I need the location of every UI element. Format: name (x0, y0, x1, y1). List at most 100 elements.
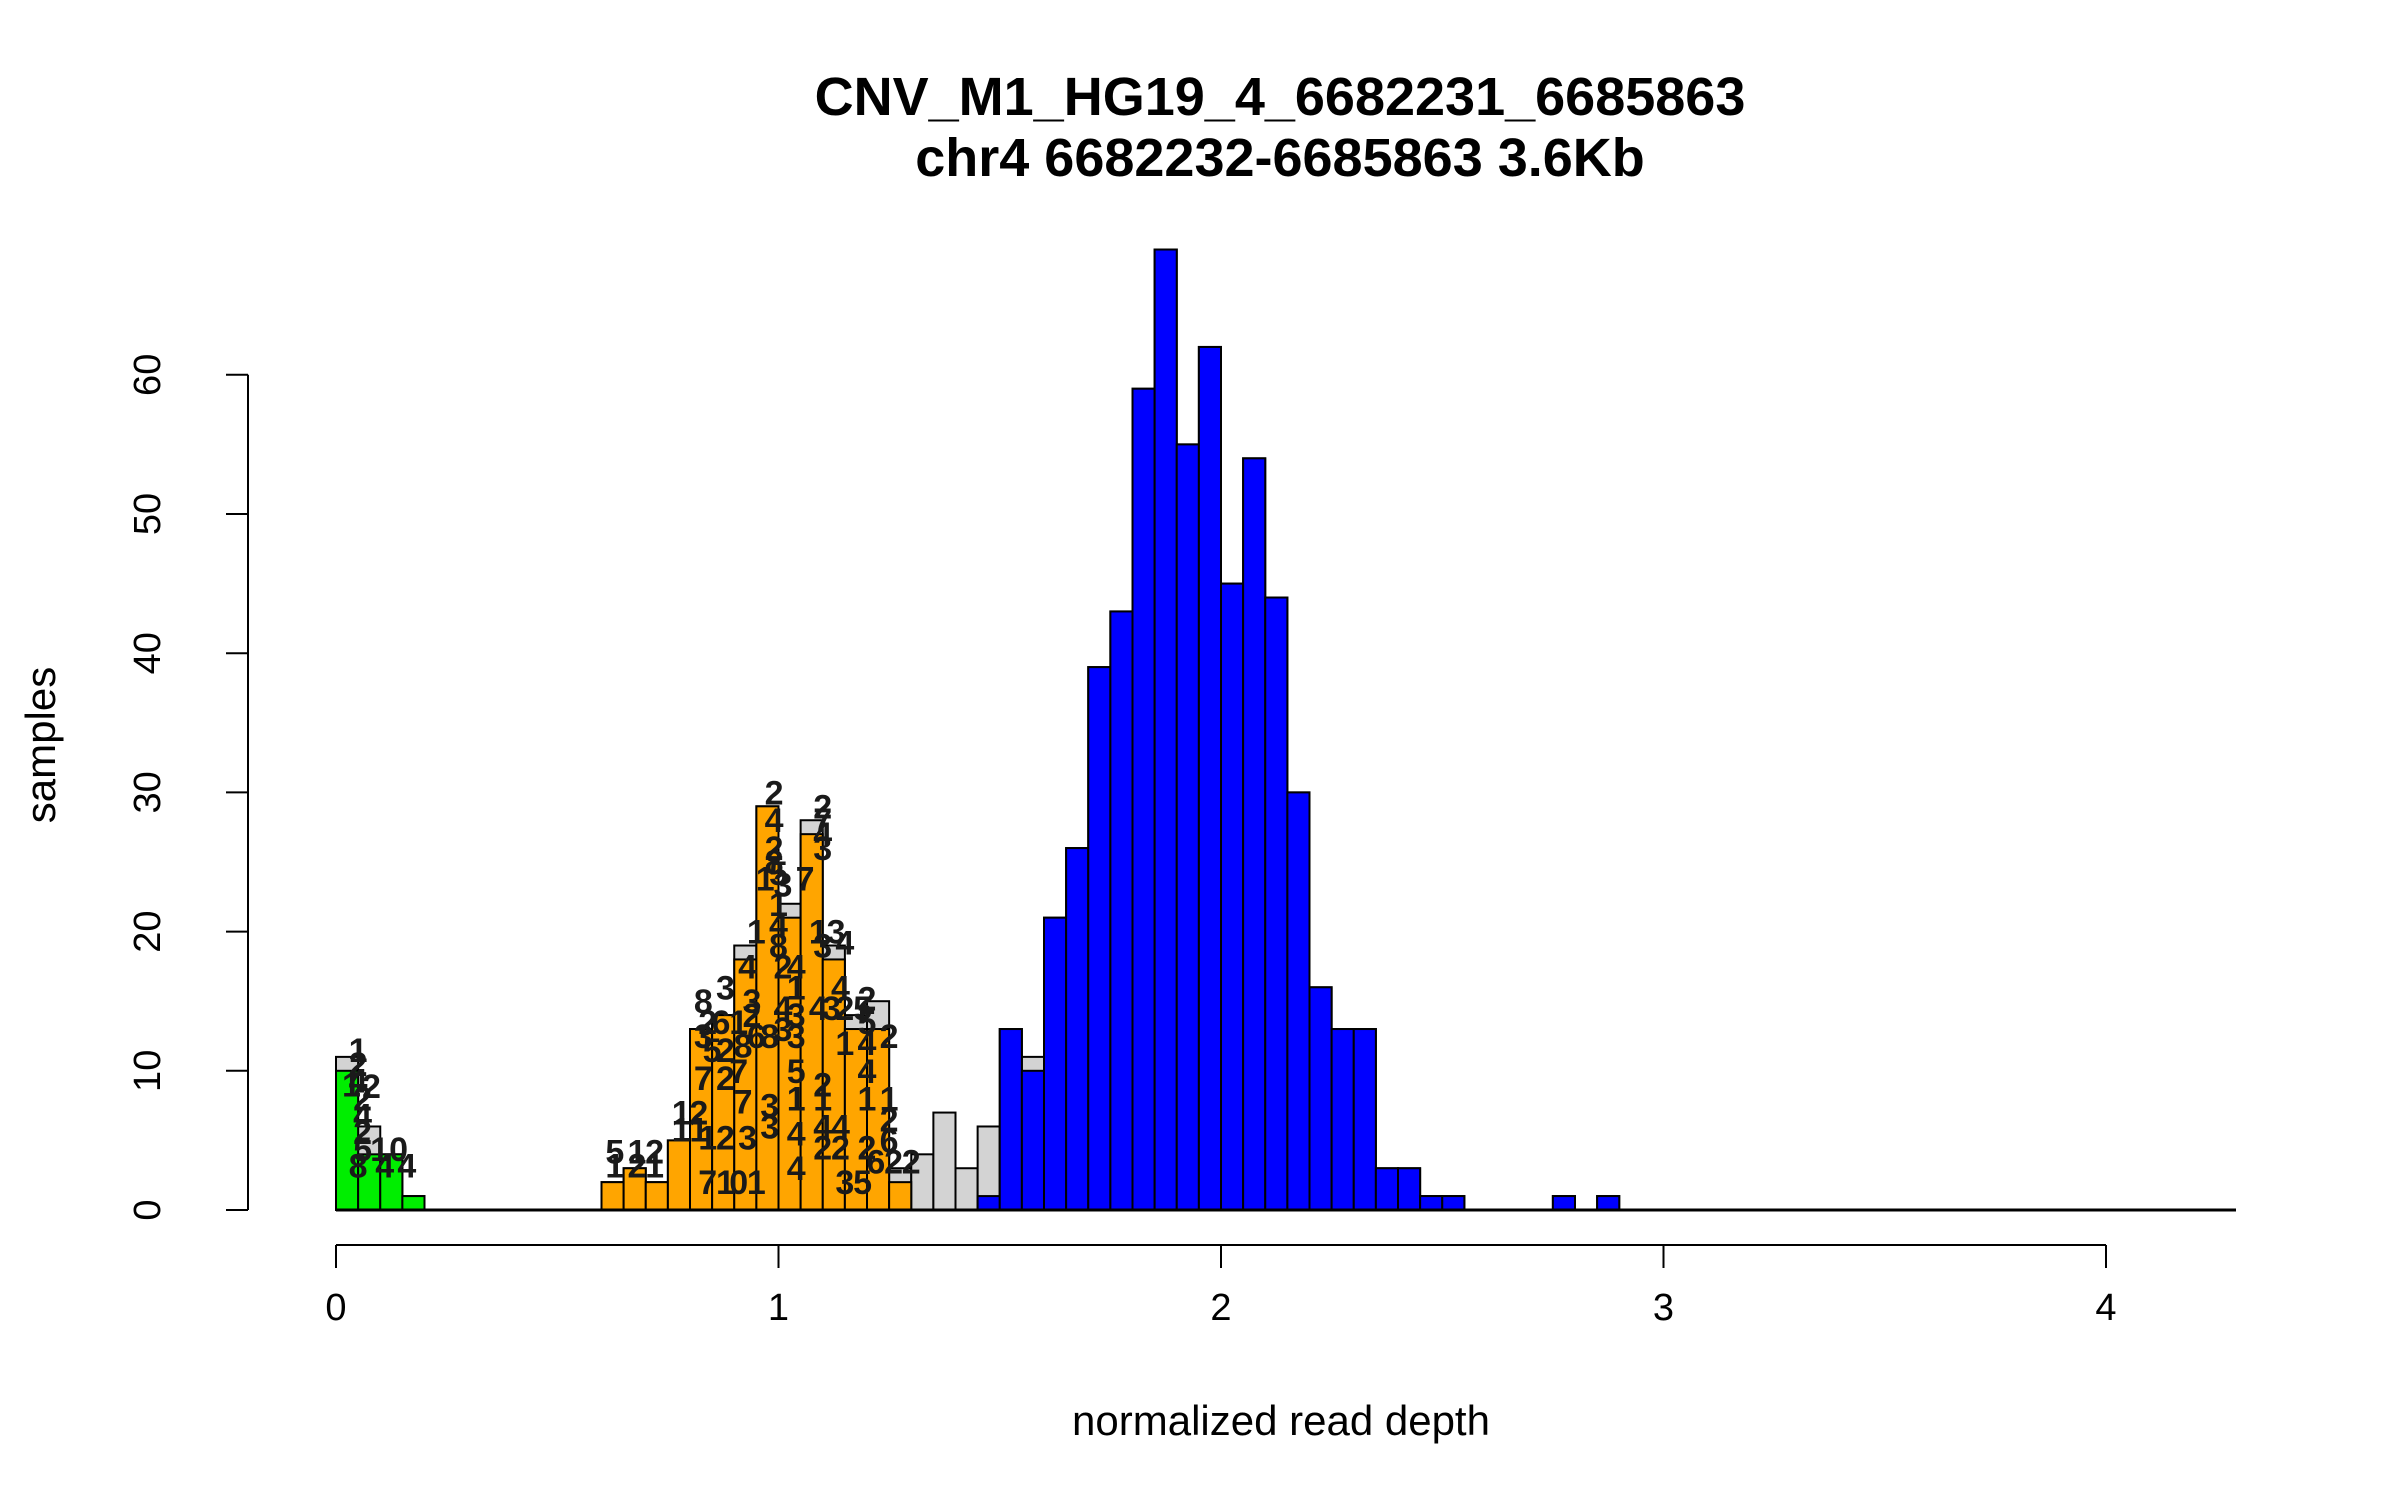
bar-count-label: 1 (813, 1081, 832, 1119)
bar-count-label: 1 (672, 1111, 691, 1149)
bar-count-label: 2 (716, 1120, 735, 1158)
x-tick-label: 4 (2095, 1287, 2116, 1329)
x-tick-label: 2 (1210, 1287, 1231, 1329)
histogram-bar-cn2 (998, 1028, 1023, 1212)
histogram-bar-cn2 (1419, 1195, 1444, 1211)
bar-count-label: 4 (773, 990, 792, 1028)
bar-count-label: 4 (831, 969, 850, 1007)
bar-count-label: 1 (747, 1164, 766, 1202)
bar-count-label: 2 (831, 1129, 850, 1167)
bar-count-label: 2 (858, 980, 877, 1018)
histogram-bar-cn2 (1352, 1028, 1377, 1212)
bar-count-label: 2 (353, 1081, 372, 1119)
histogram-bar-cn2 (1286, 791, 1311, 1212)
bar-count-label: 5 (605, 1134, 624, 1172)
bar-count-label: 7 (698, 1164, 717, 1202)
x-axis: 0 1 2 3 4 (325, 1208, 2236, 1329)
y-tick-label: 60 (127, 354, 169, 396)
bar-count-label: 4 (787, 948, 806, 986)
bar-count-label: 8 (769, 928, 788, 966)
y-tick-label: 20 (127, 910, 169, 952)
bar-count-label: 3 (716, 969, 735, 1007)
bar-count-label: 7 (734, 1083, 753, 1121)
bar-count-label: 3 (787, 997, 806, 1035)
histogram-bar-cn2 (1043, 916, 1068, 1211)
bar-count-label: 1 (787, 969, 806, 1007)
bar-count-label: 3 (813, 830, 832, 868)
bar-count-label: 1 (787, 1081, 806, 1119)
bar-count-label: 1 (645, 1147, 664, 1185)
bar-count-label: 4 (813, 816, 832, 854)
bar-count-label: 4 (397, 1147, 416, 1185)
y-tick-label: 40 (127, 632, 169, 674)
bar-count-label: 2 (884, 1143, 903, 1181)
bar-count-label: 2 (880, 1018, 899, 1056)
bar-count-label: 1 (605, 1147, 624, 1185)
bar-count-label: 1 (756, 861, 775, 899)
bar-count-label: 3 (773, 1011, 792, 1049)
bar-count-label: 7 (729, 1053, 748, 1091)
bar-count-label: 1 (627, 1134, 646, 1172)
bar-count-label: 2 (349, 1046, 368, 1084)
bar-count-label: 3 (813, 928, 832, 966)
histogram-bar-cn1 (888, 1181, 913, 1212)
histogram-bar-cn2 (1397, 1167, 1422, 1211)
y-tick-label: 50 (127, 493, 169, 535)
bar-count-label: 6 (866, 1143, 885, 1181)
bar-count-label: 2 (645, 1134, 664, 1172)
histogram-bar-cn1 (666, 1139, 691, 1212)
histogram-bar-cn2 (1441, 1195, 1466, 1211)
bar-count-label: 4 (765, 802, 784, 840)
bar-count-label: 1 (689, 1111, 708, 1149)
histogram-bars (335, 248, 1621, 1212)
x-tick-label: 0 (325, 1287, 346, 1329)
bar-count-label: 1 (809, 914, 828, 952)
bar-count-label: 1 (672, 1095, 691, 1133)
histogram-bar-cn1 (644, 1181, 669, 1212)
histogram-bar-cn2 (1175, 443, 1200, 1211)
histogram-bar-cn2 (1264, 596, 1289, 1211)
bar-count-label: 3 (742, 983, 761, 1021)
bar-count-label: 4 (835, 925, 854, 963)
bar-count-label: 5 (853, 990, 872, 1028)
bar-count-label: 1 (342, 1067, 361, 1105)
chart-subtitle: chr4 6682232-6685863 3.6Kb (915, 128, 1645, 188)
bar-count-label: 1 (858, 1081, 877, 1119)
bar-count-label: 8 (349, 1147, 368, 1185)
bar-count-label: 6 (747, 1018, 766, 1056)
histogram-bar-cn2 (1220, 582, 1245, 1211)
bar-count-label: 3 (822, 990, 841, 1028)
bar-count-label: 2 (716, 1060, 735, 1098)
histogram-bar-cn2 (1374, 1167, 1399, 1211)
bar-count-label: 8 (694, 983, 713, 1021)
bar-count-label: 6 (712, 1004, 731, 1042)
bar-count-label: 4 (831, 1108, 850, 1146)
bar-count-label: 4 (375, 1147, 394, 1185)
bar-count-label: 1 (880, 1081, 899, 1119)
bar-count-label: 2 (689, 1095, 708, 1133)
bar-count-label: 7 (813, 802, 832, 840)
bar-count-label: 5 (769, 855, 788, 893)
histogram-bar-cn2 (1197, 345, 1222, 1211)
bar-count-label: 3 (760, 1088, 779, 1126)
histogram-bar-cn2 (1065, 847, 1090, 1212)
histogram-bar-cn1 (600, 1181, 625, 1212)
bar-count-label: 1 (716, 1164, 735, 1202)
histogram-bar-cn2 (1153, 248, 1178, 1211)
bar-count-label: 10 (370, 1131, 408, 1169)
bar-count-label: 4 (813, 1108, 832, 1146)
x-tick-label: 3 (1653, 1287, 1674, 1329)
bar-count-label: 5 (858, 1004, 877, 1042)
bar-count-label: 2 (765, 774, 784, 812)
x-tick-label: 1 (768, 1287, 789, 1329)
bar-count-label: 5 (703, 1032, 722, 1070)
bar-count-label: 4 (858, 1025, 877, 1063)
bar-count-label: 5 (787, 1053, 806, 1091)
bar-count-label: 1 (729, 1004, 748, 1042)
bar-count-label: 2 (813, 1067, 832, 1105)
histogram-bar-cn0 (401, 1195, 426, 1211)
histogram-bar-cn2 (1020, 1069, 1045, 1212)
bar-count-label: 3 (827, 914, 846, 952)
y-tick-label: 10 (127, 1050, 169, 1092)
bar-count-label: 2 (362, 1068, 381, 1106)
